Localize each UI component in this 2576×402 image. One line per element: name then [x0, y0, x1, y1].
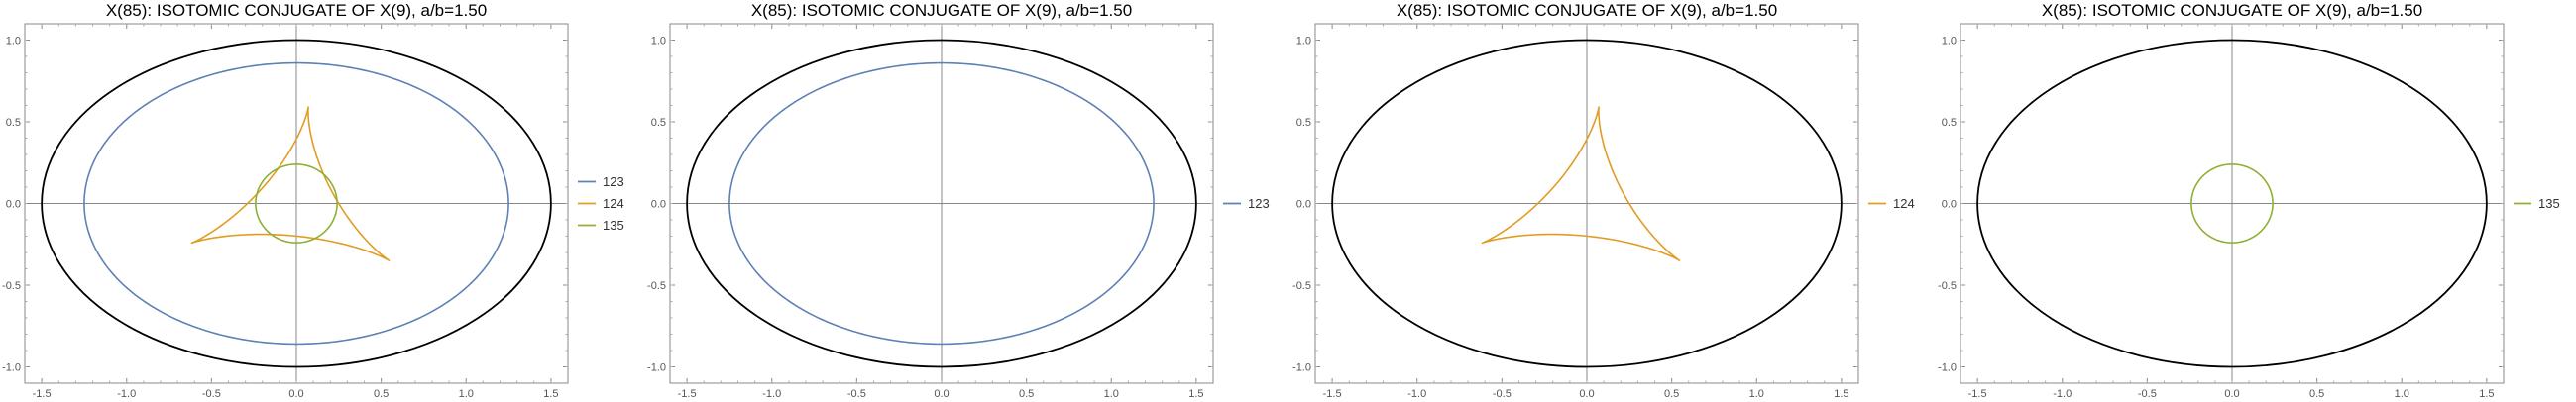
y-tick-label: -0.5 [2, 280, 21, 292]
series-curve-123 [83, 61, 509, 346]
legend-label-124: 124 [603, 196, 624, 211]
legend-label-135: 135 [2538, 196, 2560, 211]
y-tick-label: 1.0 [6, 36, 21, 48]
x-tick-label: -0.5 [202, 388, 221, 400]
x-tick-label: 1.0 [1104, 388, 1119, 400]
x-tick-label: 1.0 [1749, 388, 1764, 400]
series-curve-124 [1481, 106, 1681, 261]
x-tick-label: 0.0 [934, 388, 949, 400]
x-tick-label: 1.5 [1188, 388, 1203, 400]
x-tick-label: -1.5 [33, 388, 52, 400]
chart-svg: X(85): ISOTOMIC CONJUGATE OF X(9), a/b=1… [647, 1, 1270, 400]
y-tick-label: 1.0 [651, 36, 666, 48]
x-tick-label: -1.5 [1323, 388, 1342, 400]
y-tick-label: 0.0 [1942, 199, 1957, 211]
x-tick-label: 0.5 [2309, 388, 2324, 400]
x-tick-label: -1.0 [1407, 388, 1426, 400]
legend-label-123: 123 [603, 174, 624, 189]
y-tick-label: -1.0 [1292, 362, 1311, 374]
series-curve-123 [728, 61, 1155, 346]
x-tick-label: 0.5 [1664, 388, 1679, 400]
y-tick-label: 0.0 [6, 199, 21, 211]
legend-label-135: 135 [603, 218, 624, 233]
x-tick-label: 0.0 [2224, 388, 2239, 400]
y-tick-label: -0.5 [1292, 280, 1311, 292]
y-tick-label: 0.0 [651, 199, 666, 211]
chart-svg: X(85): ISOTOMIC CONJUGATE OF X(9), a/b=1… [1292, 1, 1915, 400]
y-tick-label: 0.5 [1296, 117, 1311, 129]
chart-panel-2: X(85): ISOTOMIC CONJUGATE OF X(9), a/b=1… [645, 0, 1289, 402]
x-tick-label: -0.5 [847, 388, 866, 400]
y-tick-label: 0.5 [651, 117, 666, 129]
x-tick-label: -1.0 [2053, 388, 2072, 400]
reference-ellipse [1976, 39, 2488, 368]
y-tick-label: 0.5 [6, 117, 21, 129]
chart-panel-3: X(85): ISOTOMIC CONJUGATE OF X(9), a/b=1… [1290, 0, 1935, 402]
x-tick-label: 1.0 [2395, 388, 2409, 400]
x-tick-label: -1.5 [678, 388, 697, 400]
legend-label-124: 124 [1893, 196, 1915, 211]
x-tick-label: -1.0 [117, 388, 136, 400]
y-tick-label: -0.5 [1938, 280, 1957, 292]
y-tick-label: 1.0 [1296, 36, 1311, 48]
x-tick-label: 0.0 [1579, 388, 1594, 400]
reference-ellipse [41, 39, 552, 368]
x-tick-label: -0.5 [1493, 388, 1512, 400]
chart-panel-4: X(85): ISOTOMIC CONJUGATE OF X(9), a/b=1… [1936, 0, 2576, 402]
y-tick-label: 1.0 [1942, 36, 1957, 48]
x-tick-label: 1.5 [2479, 388, 2494, 400]
y-tick-label: -0.5 [647, 280, 666, 292]
x-tick-label: 1.0 [459, 388, 474, 400]
series-curve-135 [255, 163, 338, 244]
x-tick-label: 1.5 [1834, 388, 1848, 400]
chart-title: X(85): ISOTOMIC CONJUGATE OF X(9), a/b=1… [1397, 1, 1777, 20]
x-tick-label: 0.5 [1019, 388, 1034, 400]
chart-svg: X(85): ISOTOMIC CONJUGATE OF X(9), a/b=1… [1938, 1, 2560, 400]
legend-label-123: 123 [1248, 196, 1270, 211]
chart-title: X(85): ISOTOMIC CONJUGATE OF X(9), a/b=1… [106, 1, 487, 20]
chart-title: X(85): ISOTOMIC CONJUGATE OF X(9), a/b=1… [2042, 1, 2422, 20]
y-tick-label: 0.5 [1942, 117, 1957, 129]
y-tick-label: -1.0 [2, 362, 21, 374]
x-tick-label: 1.5 [543, 388, 558, 400]
y-tick-label: -1.0 [1938, 362, 1957, 374]
reference-ellipse [686, 39, 1197, 368]
series-curve-124 [190, 106, 391, 261]
chart-svg: X(85): ISOTOMIC CONJUGATE OF X(9), a/b=1… [2, 1, 624, 400]
x-tick-label: -1.5 [1968, 388, 1987, 400]
x-tick-label: -0.5 [2138, 388, 2157, 400]
y-tick-label: -1.0 [647, 362, 666, 374]
x-tick-label: 0.0 [288, 388, 303, 400]
reference-ellipse [1331, 39, 1843, 368]
x-tick-label: 0.5 [374, 388, 389, 400]
y-tick-label: 0.0 [1296, 199, 1311, 211]
chart-panel-1: X(85): ISOTOMIC CONJUGATE OF X(9), a/b=1… [0, 0, 644, 402]
x-tick-label: -1.0 [762, 388, 781, 400]
chart-title: X(85): ISOTOMIC CONJUGATE OF X(9), a/b=1… [751, 1, 1132, 20]
series-curve-135 [2190, 163, 2274, 244]
